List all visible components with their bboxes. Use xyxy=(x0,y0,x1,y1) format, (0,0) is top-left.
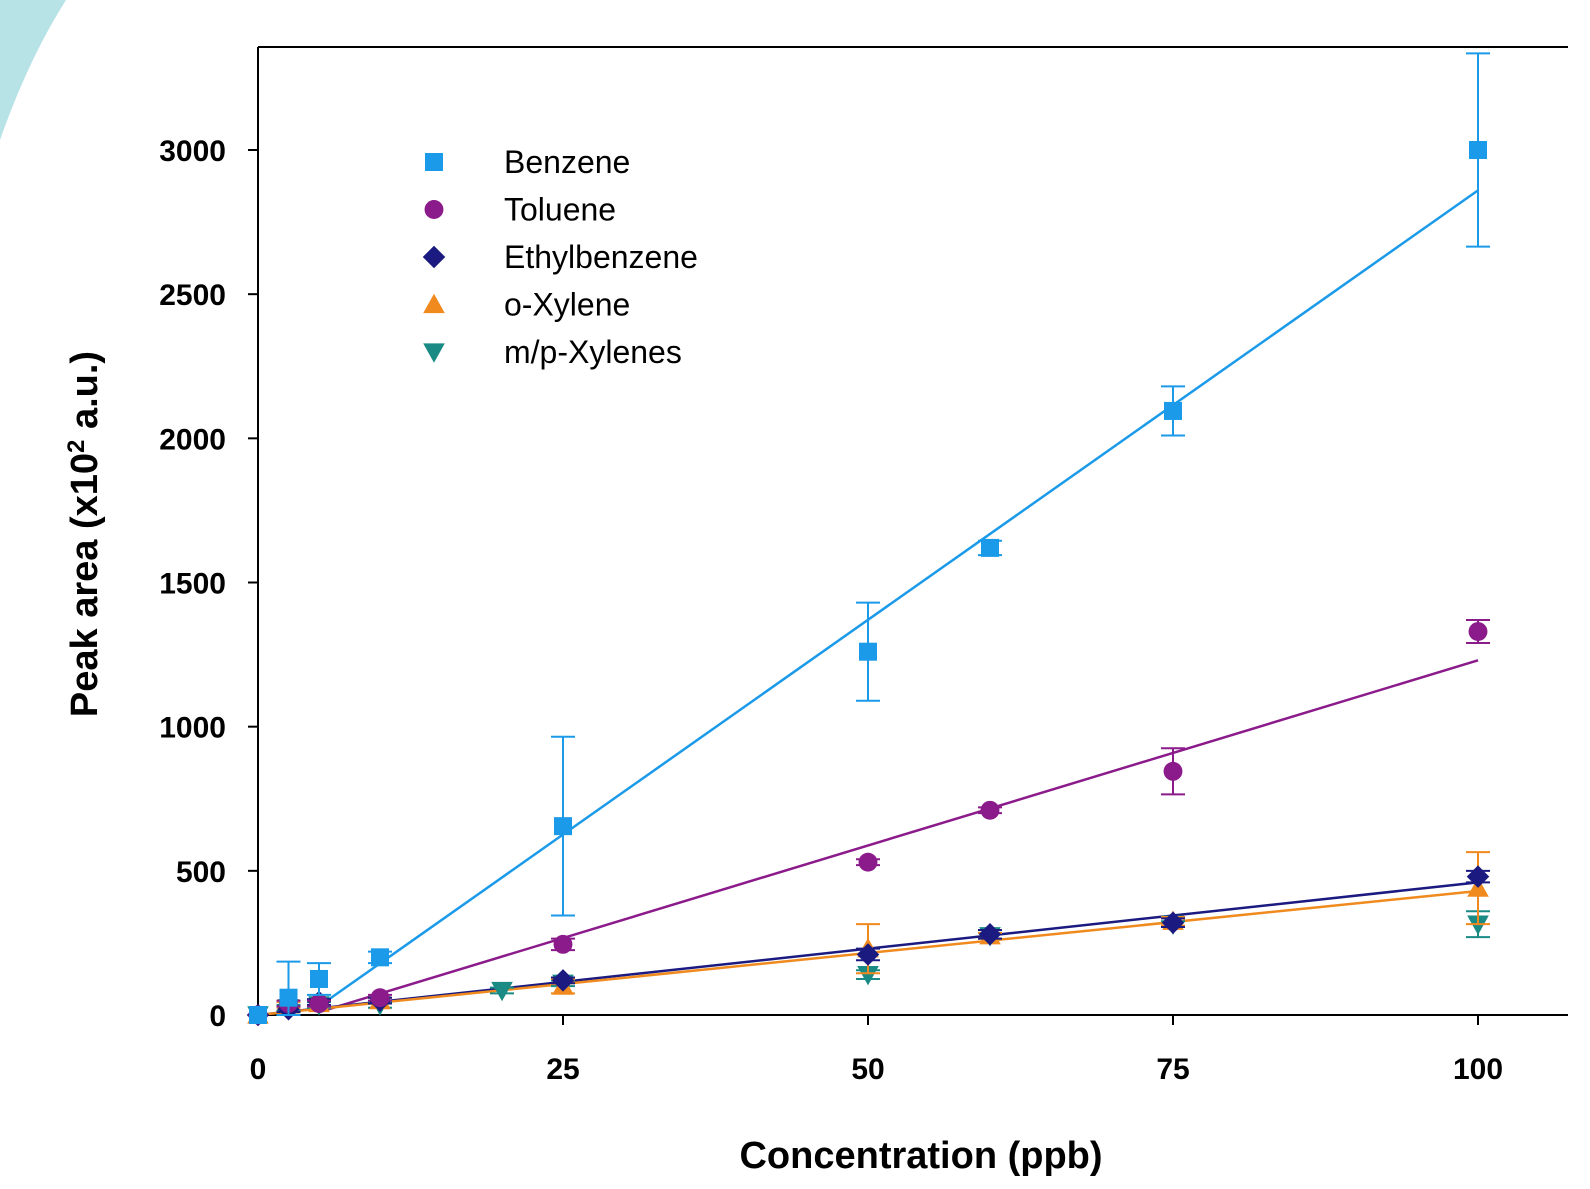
legend-label-benzene: Benzene xyxy=(504,144,630,180)
y-tick-label: 3000 xyxy=(159,135,226,168)
series-benzene xyxy=(249,52,1490,1024)
data-point-toluene xyxy=(1468,622,1488,641)
y-tick-label: 0 xyxy=(209,1000,226,1033)
legend: Benzene Toluene Ethylbenzene o-Xylene m/p-Xy… xyxy=(422,144,698,370)
y-axis-title-main: Peak area (x10 xyxy=(64,453,106,717)
x-axis-title: Concentration (ppb) xyxy=(739,1135,1102,1177)
plot-frame xyxy=(257,46,1568,1016)
data-point-benzene xyxy=(279,988,298,1007)
data-point-m-p-xylenes xyxy=(857,965,879,986)
data-point-benzene xyxy=(371,948,389,967)
y-ticks: 0 500 1000 1500 2000 2500 3000 xyxy=(159,135,258,1033)
data-point-toluene xyxy=(980,800,1000,820)
x-tick-label: 50 xyxy=(851,1053,884,1086)
data-point-ethylbenzene xyxy=(1466,865,1490,888)
data-point-m-p-xylenes xyxy=(1467,915,1489,935)
legend-label-o-xylene: o-Xylene xyxy=(504,287,630,323)
data-point-ethylbenzene xyxy=(856,943,880,966)
data-point-toluene xyxy=(1163,761,1183,781)
data-point-ethylbenzene xyxy=(978,923,1002,946)
x-tick-label: 100 xyxy=(1453,1053,1503,1086)
data-point-benzene xyxy=(1164,401,1182,420)
data-point-m-p-xylenes xyxy=(491,981,513,1002)
data-point-ethylbenzene xyxy=(1161,911,1185,934)
y-tick-label: 2000 xyxy=(159,423,226,456)
y-tick-label: 500 xyxy=(176,856,226,889)
legend-marker-toluene xyxy=(424,200,444,219)
data-point-benzene xyxy=(981,538,999,557)
y-axis-title-tail: a.u.) xyxy=(64,351,106,440)
legend-marker-o-xylene xyxy=(423,293,445,314)
x-ticks: 0 25 50 75 100 xyxy=(250,1015,1503,1086)
legend-label-m-p-xylenes: m/p-Xylenes xyxy=(504,334,682,370)
data-point-benzene xyxy=(310,969,328,988)
data-point-benzene xyxy=(249,1006,267,1024)
legend-label-ethylbenzene: Ethylbenzene xyxy=(504,239,698,275)
y-tick-label: 1000 xyxy=(159,712,226,745)
x-tick-label: 0 xyxy=(250,1053,267,1086)
legend-label-toluene: Toluene xyxy=(504,192,616,228)
data-point-benzene xyxy=(859,642,877,661)
legend-marker-benzene xyxy=(425,153,443,171)
legend-marker-m-p-xylenes xyxy=(423,343,445,363)
data-point-ethylbenzene xyxy=(551,969,575,992)
x-tick-label: 75 xyxy=(1156,1053,1189,1086)
data-point-toluene xyxy=(858,852,878,872)
legend-marker-ethylbenzene xyxy=(422,245,446,269)
y-tick-label: 1500 xyxy=(159,568,226,601)
data-point-toluene xyxy=(553,934,573,954)
x-tick-label: 25 xyxy=(546,1053,579,1086)
y-axis-title: Peak area (x102 a.u.) xyxy=(63,351,107,717)
data-point-toluene xyxy=(309,994,329,1013)
series-ethylbenzene xyxy=(246,865,1490,1027)
corner-decoration xyxy=(0,0,66,140)
data-point-toluene xyxy=(370,988,390,1008)
data-series xyxy=(246,52,1490,1027)
fit-line-toluene xyxy=(318,659,1479,1014)
fit-line-benzene xyxy=(324,189,1479,1004)
data-point-benzene xyxy=(1469,141,1487,159)
y-tick-label: 2500 xyxy=(159,279,226,312)
y-axis-title-sup: 2 xyxy=(63,440,90,453)
data-point-benzene xyxy=(554,817,572,836)
